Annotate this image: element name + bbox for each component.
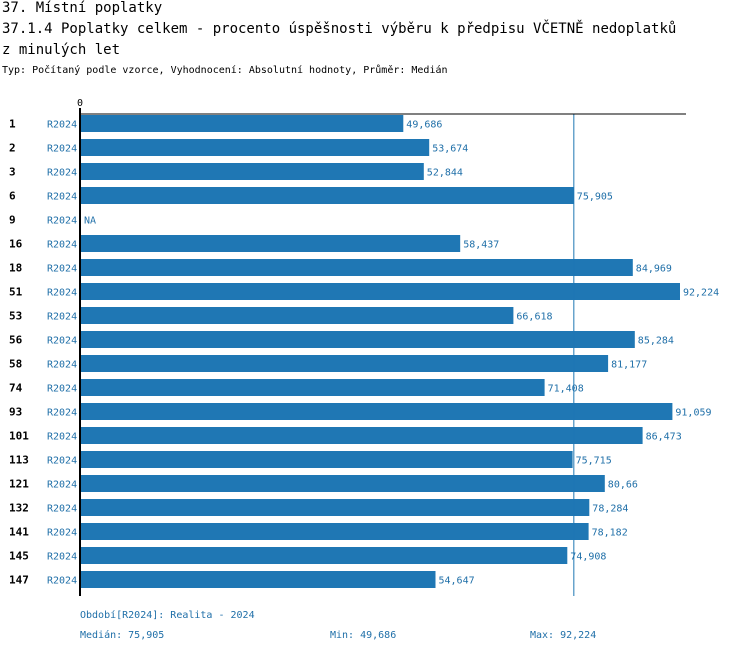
- bar-value-label: 54,647: [439, 576, 475, 587]
- period-label: R2024: [47, 312, 77, 323]
- period-label: R2024: [47, 432, 77, 443]
- bar: [80, 187, 574, 204]
- period-label: R2024: [47, 336, 77, 347]
- period-label: R2024: [47, 360, 77, 371]
- category-label: 16: [9, 238, 23, 251]
- category-label: 18: [9, 262, 22, 275]
- bar-value-label: 86,473: [646, 432, 682, 443]
- chart-subtitle-line2: z minulých let: [2, 42, 121, 58]
- category-label: 101: [9, 430, 29, 443]
- labels-layer: 1 R2024 49,686 2 R2024 53,674 3 R2024 52,844 6 R20…: [9, 118, 719, 587]
- category-label: 9: [9, 214, 16, 227]
- period-label: R2024: [47, 576, 77, 587]
- footer-median: Medián: 75,905: [80, 630, 165, 641]
- period-label: R2024: [47, 120, 77, 131]
- category-label: 147: [9, 574, 29, 587]
- period-label: R2024: [47, 264, 77, 275]
- bar-value-label: 74,908: [570, 552, 606, 563]
- category-label: 132: [9, 502, 29, 515]
- chart-type-info: Typ: Počítaný podle vzorce, Vyhodnocení:…: [2, 65, 448, 76]
- category-label: 2: [9, 142, 16, 155]
- bar-value-label: 71,408: [548, 384, 584, 395]
- bar: [80, 451, 573, 468]
- bar: [80, 523, 589, 540]
- bar: [80, 283, 680, 300]
- bar-value-label: 75,715: [576, 456, 612, 467]
- bar: [80, 139, 430, 156]
- bar-value-label: 84,969: [636, 264, 672, 275]
- category-label: 3: [9, 166, 16, 179]
- bar: [80, 379, 545, 396]
- bar: [80, 163, 424, 180]
- bar-value-label: 78,182: [592, 528, 628, 539]
- bar: [80, 427, 643, 444]
- x-axis-zero-label: 0: [77, 98, 83, 109]
- chart-subtitle-line1: 37.1.4 Poplatky celkem - procento úspěšn…: [2, 21, 677, 37]
- footer-min: Min: 49,686: [330, 630, 397, 641]
- bar-value-label: 53,674: [432, 144, 468, 155]
- bar: [80, 475, 605, 492]
- category-label: 6: [9, 190, 16, 203]
- period-label: R2024: [47, 456, 77, 467]
- category-label: 58: [9, 358, 22, 371]
- period-label: R2024: [47, 144, 77, 155]
- bar-value-label: 92,224: [683, 288, 719, 299]
- category-label: 93: [9, 406, 22, 419]
- category-label: 121: [9, 478, 29, 491]
- period-label: R2024: [47, 216, 77, 227]
- period-label: R2024: [47, 192, 77, 203]
- bar-value-label: NA: [84, 216, 96, 227]
- bar: [80, 403, 673, 420]
- category-label: 51: [9, 286, 23, 299]
- bar: [80, 331, 635, 348]
- bar-value-label: 66,618: [516, 312, 552, 323]
- category-label: 113: [9, 454, 29, 467]
- bar: [80, 547, 568, 564]
- bar-value-label: 81,177: [611, 360, 647, 371]
- bar-value-label: 85,284: [638, 336, 674, 347]
- period-label: R2024: [47, 528, 77, 539]
- period-label: R2024: [47, 240, 77, 251]
- category-label: 145: [9, 550, 29, 563]
- category-label: 53: [9, 310, 22, 323]
- period-label: R2024: [47, 480, 77, 491]
- period-label: R2024: [47, 552, 77, 563]
- bar: [80, 571, 436, 588]
- category-label: 141: [9, 526, 29, 539]
- bar: [80, 355, 609, 372]
- period-label: R2024: [47, 408, 77, 419]
- page-title: 37. Místní poplatky: [2, 0, 163, 16]
- bar-value-label: 58,437: [463, 240, 499, 251]
- bar-value-label: 52,844: [427, 168, 463, 179]
- bar-value-label: 80,66: [608, 480, 638, 491]
- bar: [80, 499, 590, 516]
- category-label: 56: [9, 334, 23, 347]
- bar-value-label: 49,686: [406, 120, 442, 131]
- bar: [80, 235, 461, 252]
- footer-period: Období[R2024]: Realita - 2024: [80, 610, 255, 621]
- bar: [80, 307, 514, 324]
- bar-value-label: 91,059: [675, 408, 711, 419]
- period-label: R2024: [47, 288, 77, 299]
- period-label: R2024: [47, 168, 77, 179]
- period-label: R2024: [47, 504, 77, 515]
- bars-layer: [80, 115, 680, 588]
- bar-value-label: 75,905: [577, 192, 613, 203]
- footer-max: Max: 92,224: [530, 630, 597, 641]
- category-label: 74: [9, 382, 23, 395]
- bar-value-label: 78,284: [592, 504, 628, 515]
- bar: [80, 259, 633, 276]
- category-label: 1: [9, 118, 16, 131]
- period-label: R2024: [47, 384, 77, 395]
- bar: [80, 115, 404, 132]
